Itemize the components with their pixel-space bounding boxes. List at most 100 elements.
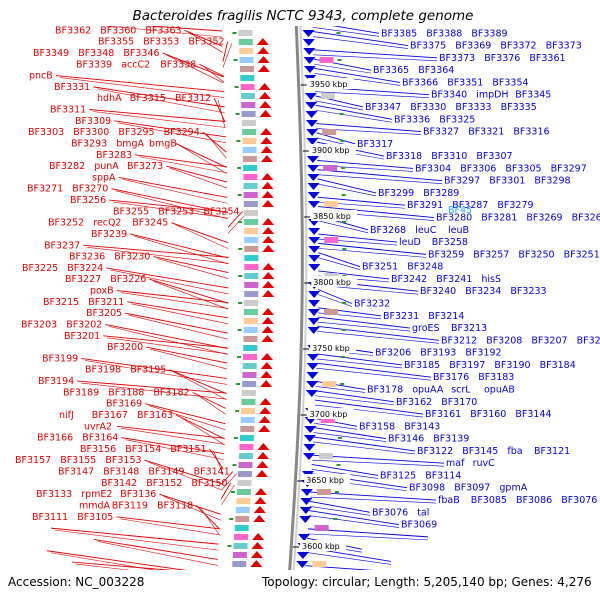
gene-label-right: BF3304 [415, 163, 451, 174]
connector-line-right [307, 533, 429, 541]
connector-line-left [148, 461, 223, 491]
gene-label-right: BF3125 [380, 470, 416, 481]
connector-line-right [314, 423, 358, 430]
connector-line-right [309, 500, 371, 513]
gene-label-right: BF3369 [455, 41, 491, 52]
gene-label-left: BF3155 [60, 455, 96, 466]
gene-arrow-left [261, 191, 274, 198]
connector-line-left [116, 516, 220, 530]
marker-right [337, 59, 342, 61]
gene-arrow-left [258, 416, 271, 423]
feature-block-left [233, 543, 248, 549]
gene-label-right: BF3183 [478, 372, 514, 383]
kbp-label-bg [309, 144, 356, 155]
gene-arrow-right [305, 102, 318, 109]
connector-line-right [318, 257, 361, 270]
gene-label-left: BF3338 [160, 59, 196, 70]
gene-arrow-left [260, 380, 273, 387]
connector-line-right [313, 54, 438, 62]
gene-arrow-left [256, 452, 269, 459]
gene-label-right: BF3251 [362, 262, 398, 273]
connector-line-left [118, 122, 226, 144]
gene-label-right: BF3206 [577, 335, 600, 346]
gene-label-right: BF3076 [372, 507, 408, 518]
gene-label-right: BF3212 [441, 335, 477, 346]
gene-label-right: BF3347 [365, 102, 401, 113]
connector-line-left [116, 425, 225, 439]
connector-line-left [166, 165, 228, 183]
gene-arrow-left [258, 83, 271, 90]
gene-label-right: BF3193 [420, 348, 456, 359]
gene-label-right: opuAB [484, 384, 515, 395]
gene-arrow-right [307, 318, 320, 325]
gene-label-right: BF3330 [410, 102, 446, 113]
gene-label-left: BF3152 [146, 478, 182, 489]
gene-label-right: maf [446, 458, 465, 469]
kbp-label-bg [300, 540, 347, 551]
feature-block-left [239, 57, 254, 63]
marker-left [237, 167, 242, 169]
gene-arrow-right [303, 435, 316, 442]
gene-label-right: BF3170 [441, 397, 477, 408]
gene-arrow-right [308, 264, 321, 271]
gene-arrow-right [296, 552, 309, 559]
gene-label-right: BF3207 [531, 335, 567, 346]
gene-label-right: BF3299 [378, 188, 414, 199]
connector-line-right [318, 220, 369, 234]
gene-arrow-left [262, 272, 275, 279]
gene-arrow-left [257, 47, 270, 54]
gene-label-left: bmgB [149, 138, 177, 149]
marker-left [235, 410, 240, 412]
gene-arrow-right [302, 39, 315, 46]
connector-line-left [50, 527, 219, 545]
gene-label-left: BF3315 [130, 93, 166, 104]
gene-label-left: BF3156 [80, 444, 116, 455]
connector-line-left [222, 43, 232, 68]
gene-label-right: BF3176 [433, 372, 469, 383]
feature-block-left [244, 282, 259, 288]
gene-arrow-left [259, 398, 272, 405]
gene-label-left: BF3157 [15, 455, 51, 466]
gene-tracks [227, 30, 347, 568]
connector-line-left [162, 52, 224, 78]
connector-line-left [149, 278, 229, 304]
gene-label-left: BF3149 [148, 467, 184, 478]
gene-arrow-left [257, 65, 270, 72]
gene-arrow-left [262, 236, 275, 243]
gene-label-right: BF3318 [386, 151, 422, 162]
feature-block-left [244, 273, 259, 279]
connector-line-right [317, 331, 440, 344]
gene-arrow-right [303, 444, 316, 451]
marker-right [342, 302, 347, 304]
feature-block-left [243, 210, 258, 216]
kbp-label-bg [304, 474, 351, 485]
gene-arrow-right [306, 129, 319, 136]
marker-left [236, 383, 241, 385]
connector-line-left [184, 29, 223, 47]
connector-line-left [107, 337, 228, 355]
gene-label-right: BF3231 [383, 311, 419, 322]
connector-line-left [206, 133, 227, 159]
gene-arrow-left [256, 38, 269, 45]
connector-line-left [196, 394, 226, 415]
connector-line-right [314, 73, 401, 86]
connector-line-left [81, 382, 227, 400]
connector-line-left [221, 471, 234, 484]
gene-arrow-right [303, 66, 316, 73]
gene-label-highlight: BF45 [448, 205, 472, 216]
connector-line-right [317, 174, 443, 184]
feature-block-right [322, 381, 337, 387]
gene-label-left: BF3300 [73, 127, 109, 138]
connector-line-left [111, 188, 228, 214]
feature-block-left [238, 30, 253, 36]
feature-block-left [240, 417, 255, 423]
gene-arrow-left [253, 506, 266, 513]
connector-line-left [130, 233, 229, 259]
gene-label-left: BF3295 [118, 127, 154, 138]
feature-block-left [244, 300, 259, 306]
connector-line-right [310, 491, 437, 501]
gene-arrow-left [261, 308, 274, 315]
accession-text: Accession: NC_003228 [8, 575, 144, 589]
connector-line-right [310, 496, 437, 504]
marker-right [341, 356, 346, 358]
